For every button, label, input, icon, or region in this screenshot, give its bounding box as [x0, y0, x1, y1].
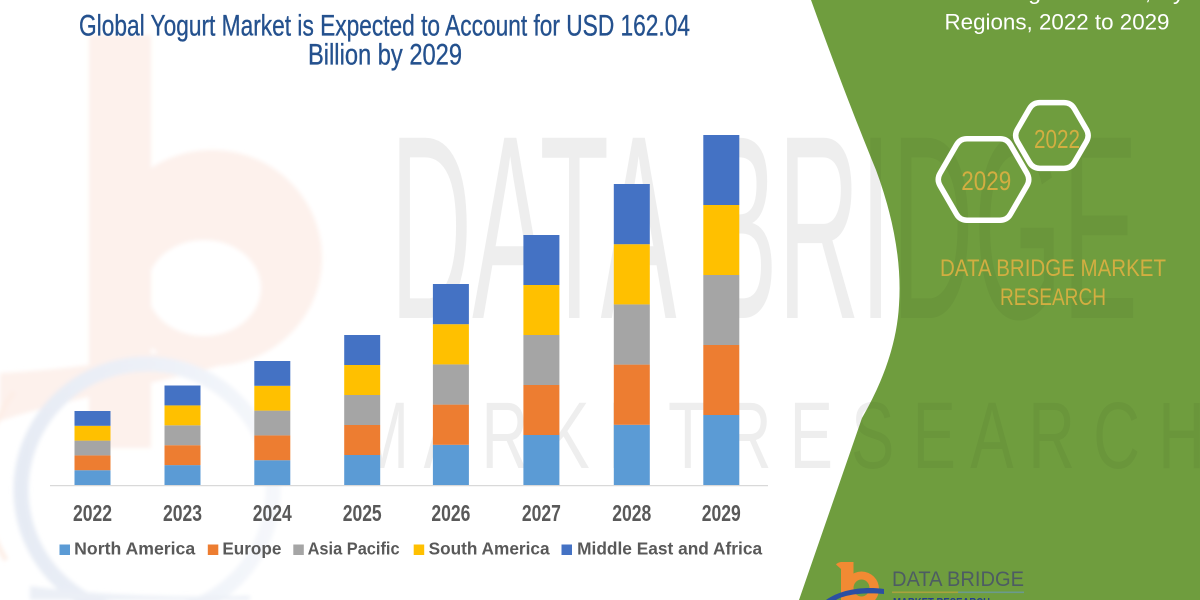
svg-text:North America: North America	[74, 539, 195, 559]
svg-text:2026: 2026	[431, 500, 470, 526]
svg-text:RESEARCH: RESEARCH	[1000, 284, 1106, 311]
svg-text:2029: 2029	[702, 500, 741, 526]
svg-text:2022: 2022	[73, 500, 112, 526]
svg-text:2028: 2028	[612, 500, 651, 526]
svg-text:Europe: Europe	[222, 539, 281, 559]
svg-text:DATA BRIDGE MARKET: DATA BRIDGE MARKET	[940, 255, 1166, 282]
svg-text:2029: 2029	[961, 166, 1011, 196]
svg-text:MARKET RESEARCH: MARKET RESEARCH	[893, 598, 990, 600]
svg-text:Middle East and Africa: Middle East and Africa	[577, 539, 762, 559]
svg-text:Asia Pacific: Asia Pacific	[308, 539, 400, 559]
svg-text:Global Yogurt Market is Expect: Global Yogurt Market is Expected to Acco…	[79, 10, 690, 43]
svg-text:2025: 2025	[343, 500, 382, 526]
svg-text:Global Yogurt Market, By: Global Yogurt Market, By	[930, 0, 1186, 5]
svg-text:2023: 2023	[163, 500, 202, 526]
svg-text:2022: 2022	[1034, 124, 1080, 154]
svg-text:South America: South America	[429, 539, 550, 559]
svg-text:Billion by 2029: Billion by 2029	[308, 39, 462, 72]
svg-text:Regions, 2022 to 2029: Regions, 2022 to 2029	[945, 10, 1170, 35]
svg-text:2027: 2027	[522, 500, 561, 526]
svg-text:DATA BRIDGE: DATA BRIDGE	[892, 568, 1024, 591]
svg-text:2024: 2024	[253, 500, 292, 526]
